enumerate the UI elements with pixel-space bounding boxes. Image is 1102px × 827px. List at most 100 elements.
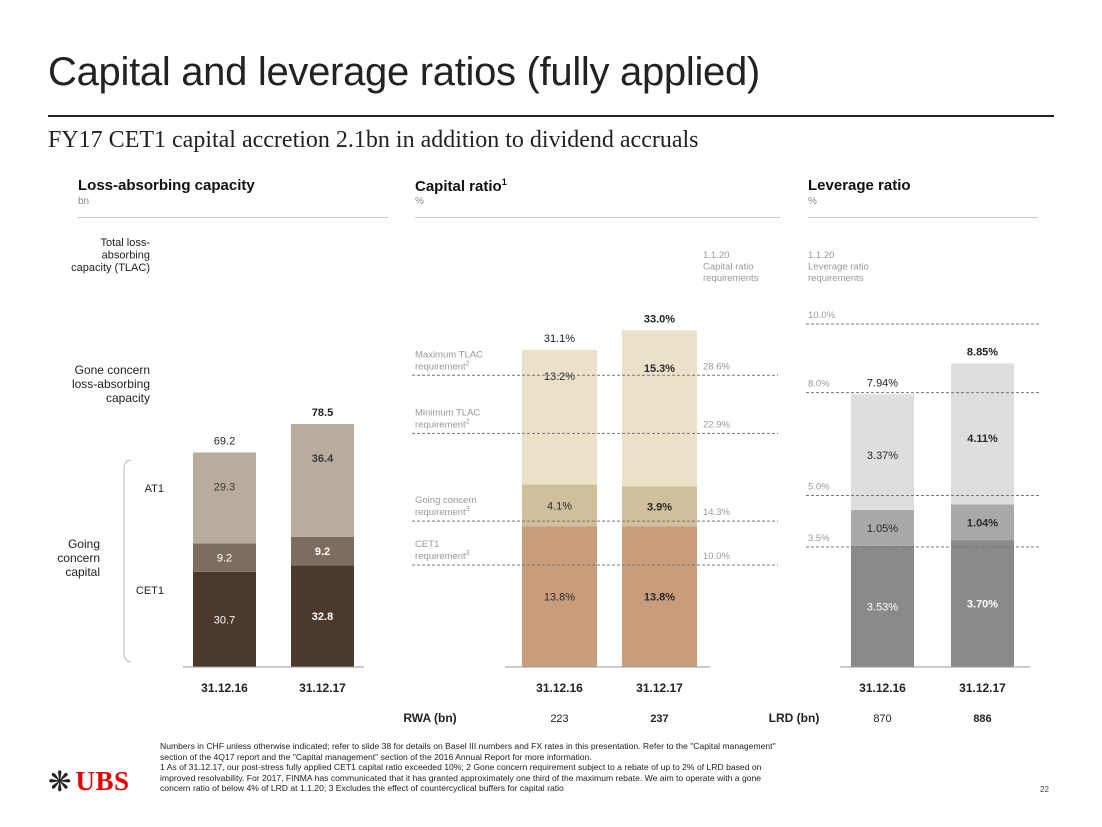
capital-ratio-bar-segment bbox=[622, 526, 697, 667]
capital-ratio-bar-segment bbox=[622, 330, 697, 487]
leverage-ratio-chart-unit: % bbox=[808, 196, 817, 207]
leverage-ratio-req-header: Leverage ratio bbox=[808, 262, 869, 273]
lrd-value: 870 bbox=[873, 713, 891, 725]
capital-ratio-requirement-name: requirement2 bbox=[415, 418, 470, 430]
lac-tlac-label: capacity (TLAC) bbox=[71, 262, 150, 274]
capital-ratio-chart-title: Capital ratio1 bbox=[415, 177, 507, 195]
page-title: Capital and leverage ratios (fully appli… bbox=[48, 50, 760, 94]
lrd-label: LRD (bn) bbox=[769, 711, 820, 725]
logo-text: UBS bbox=[75, 766, 130, 796]
leverage-ratio-bar-segment bbox=[851, 509, 914, 546]
ubs-logo: ❋ UBS bbox=[48, 765, 130, 798]
lac-segment-label: 36.4 bbox=[312, 453, 334, 465]
page-subtitle: FY17 CET1 capital accretion 2.1bn in add… bbox=[48, 127, 699, 153]
leverage-ratio-bar-segment bbox=[851, 545, 914, 667]
leverage-ratio-requirement-value: 10.0% bbox=[808, 310, 835, 321]
footnote-line: section of the 4Q17 report and the "Capi… bbox=[160, 751, 592, 762]
capital-ratio-segment-label: 13.8% bbox=[644, 592, 675, 604]
footnote-line: concern ratio of below 4% of LRD at 1.1.… bbox=[160, 783, 564, 794]
lac-bar-segment bbox=[193, 452, 256, 544]
leverage-ratio-requirement-value: 3.5% bbox=[808, 533, 830, 544]
lrd-value: 886 bbox=[973, 713, 991, 725]
capital-ratio-requirement-name: requirement3 bbox=[415, 550, 470, 562]
capital-ratio-requirement-name: requirement2 bbox=[415, 360, 470, 372]
leverage-ratio-requirement-value: 8.0% bbox=[808, 379, 830, 390]
lac-chart-rule bbox=[78, 217, 388, 218]
lac-category-label: 31.12.16 bbox=[201, 681, 248, 695]
lac-bar-segment bbox=[193, 571, 256, 667]
keys-icon: ❋ bbox=[48, 765, 72, 798]
leverage-ratio-chart-title: Leverage ratio bbox=[808, 177, 911, 194]
leverage-ratio-segment-label: 1.05% bbox=[867, 523, 898, 535]
lac-tlac-label: Total loss- bbox=[100, 237, 150, 249]
lac-chart-title: Loss-absorbing capacity bbox=[78, 177, 255, 194]
capital-ratio-segment-label: 3.9% bbox=[647, 501, 672, 513]
capital-ratio-requirement-value: 28.6% bbox=[703, 361, 730, 372]
lac-bar-segment bbox=[291, 565, 354, 667]
rwa-value: 237 bbox=[650, 713, 668, 725]
lac-segment-label: 32.8 bbox=[312, 611, 333, 623]
lac-going-concern-label: concern bbox=[57, 551, 100, 565]
footnote-line: 1 As of 31.12.17, our post-stress fully … bbox=[160, 762, 762, 773]
leverage-ratio-bar-segment bbox=[851, 394, 914, 510]
rwa-value: 223 bbox=[550, 713, 568, 725]
leverage-ratio-bar-segment bbox=[951, 363, 1014, 505]
lac-gone-concern-label: capacity bbox=[106, 391, 150, 405]
capital-ratio-req-header: 1.1.20 bbox=[703, 250, 729, 261]
leverage-ratio-category-label: 31.12.16 bbox=[859, 681, 906, 695]
lac-going-concern-label: capital bbox=[65, 565, 100, 579]
capital-ratio-requirement-name: Minimum TLAC bbox=[415, 407, 480, 418]
capital-ratio-requirement-name: requirement3 bbox=[415, 506, 470, 518]
lac-bar-segment bbox=[193, 543, 256, 572]
capital-ratio-category-label: 31.12.17 bbox=[636, 681, 683, 695]
lac-bar-segment bbox=[291, 536, 354, 566]
capital-ratio-title-sup: 1 bbox=[501, 177, 507, 187]
capital-ratio-total-label: 31.1% bbox=[544, 333, 575, 345]
lac-total-label: 78.5 bbox=[312, 407, 333, 419]
lac-cet1-label: CET1 bbox=[136, 585, 164, 597]
lac-gone-concern-label: Gone concern bbox=[75, 363, 150, 377]
capital-ratio-requirement-name: Maximum TLAC bbox=[415, 349, 483, 360]
capital-ratio-req-header: Capital ratio bbox=[703, 262, 754, 273]
capital-ratio-chart-unit: % bbox=[415, 196, 424, 207]
leverage-ratio-req-header: requirements bbox=[808, 273, 864, 284]
leverage-ratio-segment-label: 1.04% bbox=[967, 517, 998, 529]
capital-ratio-requirement-value: 22.9% bbox=[703, 419, 730, 430]
capital-ratio-req-header: requirements bbox=[703, 273, 759, 284]
leverage-ratio-category-label: 31.12.17 bbox=[959, 681, 1006, 695]
leverage-ratio-segment-label: 3.53% bbox=[867, 601, 898, 613]
capital-ratio-title-text: Capital ratio bbox=[415, 178, 502, 195]
lac-bracket bbox=[123, 459, 132, 663]
leverage-ratio-segment-label: 3.37% bbox=[867, 450, 898, 462]
capital-ratio-category-label: 31.12.16 bbox=[536, 681, 583, 695]
page-number: 22 bbox=[1040, 785, 1049, 794]
lac-bar-segment bbox=[291, 423, 354, 537]
lac-segment-label: 9.2 bbox=[217, 553, 232, 565]
lac-going-concern-label: Going bbox=[68, 537, 100, 551]
capital-ratio-segment-label: 4.1% bbox=[547, 500, 572, 512]
capital-ratio-requirement-name: CET1 bbox=[415, 539, 439, 550]
capital-ratio-requirement-value: 14.3% bbox=[703, 507, 730, 518]
lac-segment-label: 30.7 bbox=[214, 614, 235, 626]
leverage-ratio-bar-segment bbox=[951, 504, 1014, 541]
capital-ratio-requirement-name: Going concern bbox=[415, 495, 477, 506]
leverage-ratio-segment-label: 4.11% bbox=[967, 433, 998, 445]
leverage-ratio-req-header: 1.1.20 bbox=[808, 250, 834, 261]
lac-chart-unit: bn bbox=[78, 196, 90, 207]
lac-segment-label: 9.2 bbox=[315, 546, 330, 558]
lac-gone-concern-label: loss-absorbing bbox=[72, 377, 150, 391]
capital-ratio-total-label: 33.0% bbox=[644, 313, 675, 325]
lac-tlac-label: absorbing bbox=[102, 250, 150, 262]
lac-total-label: 69.2 bbox=[214, 435, 235, 447]
capital-ratio-bar-segment bbox=[522, 484, 597, 527]
leverage-ratio-total-label: 8.85% bbox=[967, 346, 998, 358]
capital-ratio-segment-label: 15.3% bbox=[644, 363, 675, 375]
capital-ratio-bar-segment bbox=[522, 526, 597, 667]
capital-ratio-chart-rule bbox=[415, 217, 780, 218]
capital-ratio-bar-segment bbox=[622, 486, 697, 527]
capital-ratio-requirement-value: 10.0% bbox=[703, 551, 730, 562]
rwa-label: RWA (bn) bbox=[403, 711, 456, 725]
leverage-ratio-requirement-value: 5.0% bbox=[808, 482, 830, 493]
lac-category-label: 31.12.17 bbox=[299, 681, 346, 695]
